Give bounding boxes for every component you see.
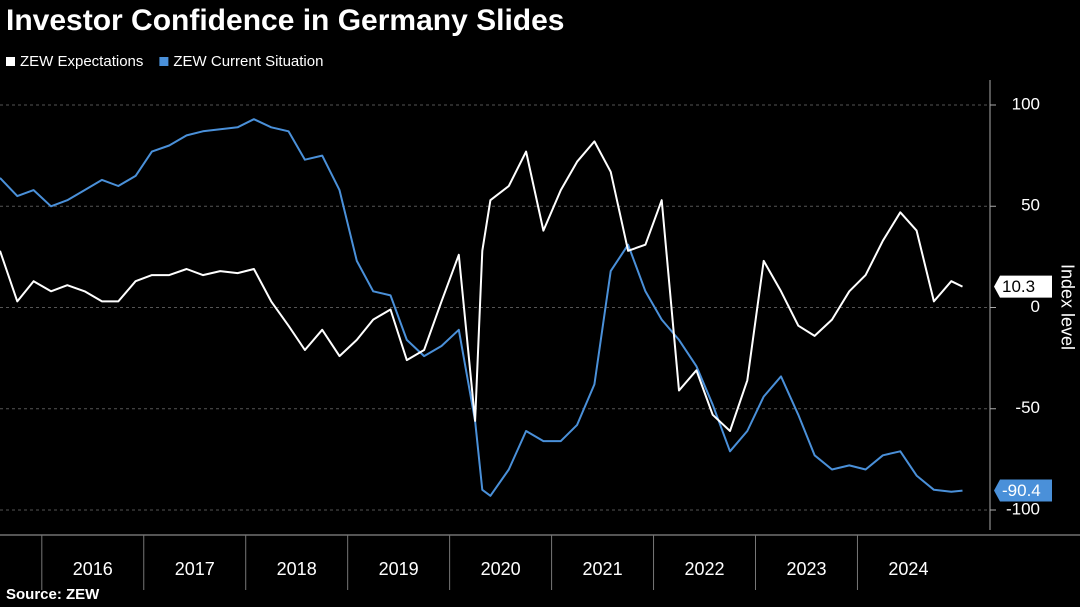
x-tick-label: 2023 — [786, 559, 826, 579]
source: Source: ZEW — [6, 586, 100, 603]
series-line — [0, 118, 963, 497]
x-tick-label: 2017 — [175, 559, 215, 579]
x-tick-label: 2022 — [684, 559, 724, 579]
y-axis-label: Index level — [1057, 264, 1077, 350]
series-line — [0, 140, 963, 432]
x-tick-label: 2018 — [277, 559, 317, 579]
x-tick-label: 2016 — [73, 559, 113, 579]
y-tick-label: 50 — [1021, 196, 1040, 215]
y-tick-label: 100 — [1012, 94, 1040, 113]
y-tick-label: -50 — [1015, 398, 1040, 417]
value-label-box — [994, 479, 1052, 502]
legend-swatch — [6, 57, 15, 66]
value-label-box — [994, 275, 1052, 298]
legend-label: ZEW Expectations — [20, 53, 143, 70]
x-tick-label: 2019 — [379, 559, 419, 579]
legend-label: ZEW Current Situation — [173, 53, 323, 70]
x-tick-label: 2021 — [583, 559, 623, 579]
y-tick-label: 0 — [1031, 297, 1040, 316]
value-label: -90.4 — [1002, 481, 1041, 500]
value-label: 10.3 — [1002, 277, 1035, 296]
chart-title: Investor Confidence in Germany Slides — [6, 4, 565, 37]
x-tick-label: 2024 — [888, 559, 928, 579]
legend-swatch — [159, 57, 169, 66]
x-tick-label: 2020 — [481, 559, 521, 579]
y-tick-label: -100 — [1006, 499, 1040, 518]
